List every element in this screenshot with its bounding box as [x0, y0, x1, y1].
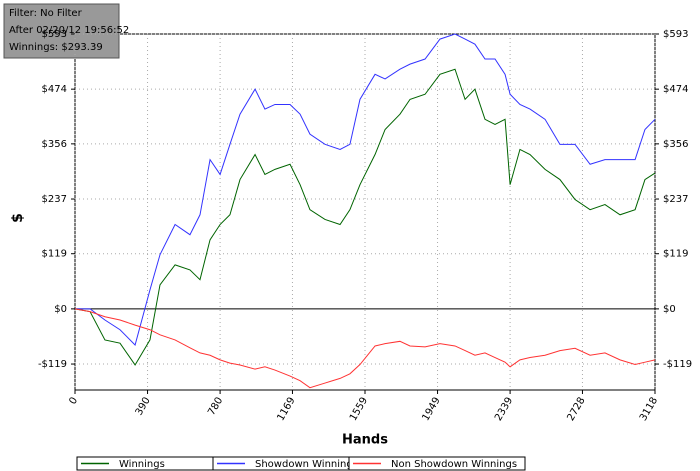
x-axis-label: Hands	[342, 433, 388, 448]
x-tick-label: 390	[134, 396, 153, 418]
legend-label: Non Showdown Winnings	[391, 459, 517, 470]
x-tick-label: 3118	[638, 396, 660, 424]
y-tick-label: -$119	[38, 359, 67, 370]
y2-tick-label: -$119	[663, 359, 692, 370]
y2-tick-label: $0	[663, 304, 676, 315]
y2-tick-label: $119	[663, 249, 688, 260]
y2-tick-label: $474	[663, 84, 688, 95]
y-tick-label: $119	[42, 249, 67, 260]
y2-tick-label: $356	[663, 139, 688, 150]
y-tick-label: $474	[42, 84, 67, 95]
series-line	[75, 33, 656, 347]
x-tick-label: 0	[67, 396, 80, 407]
y-tick-label: $356	[42, 139, 67, 150]
legend-box	[348, 456, 526, 471]
legend-label: Winnings	[119, 459, 165, 470]
info-text: Filter: No Filter	[9, 8, 83, 19]
x-tick-label: 1169	[275, 396, 297, 424]
info-box	[3, 3, 120, 59]
y-tick-label: $0	[54, 304, 67, 315]
x-tick-label: 1949	[420, 396, 442, 424]
y-tick-label: $593	[42, 29, 67, 40]
legend-label: Showdown Winnings	[255, 459, 358, 470]
y2-tick-label: $593	[663, 29, 688, 40]
y-tick-label: $237	[42, 194, 67, 205]
y-axis-label: $	[10, 213, 26, 223]
info-text: After 02/20/12 19:56:52	[9, 25, 129, 36]
x-tick-label: 2339	[493, 396, 515, 424]
plot-frame	[74, 33, 656, 391]
x-tick-label: 2728	[565, 396, 587, 424]
series-line	[74, 308, 656, 389]
info-text: Winnings: $293.39	[9, 42, 103, 53]
series-line	[74, 68, 656, 366]
y2-tick-label: $237	[663, 194, 688, 205]
legend: Winnings Showdown Winnings Non Showdown Wi…	[76, 456, 526, 471]
x-tick-label: 780	[206, 396, 225, 418]
x-tick-label: 1559	[348, 396, 370, 424]
